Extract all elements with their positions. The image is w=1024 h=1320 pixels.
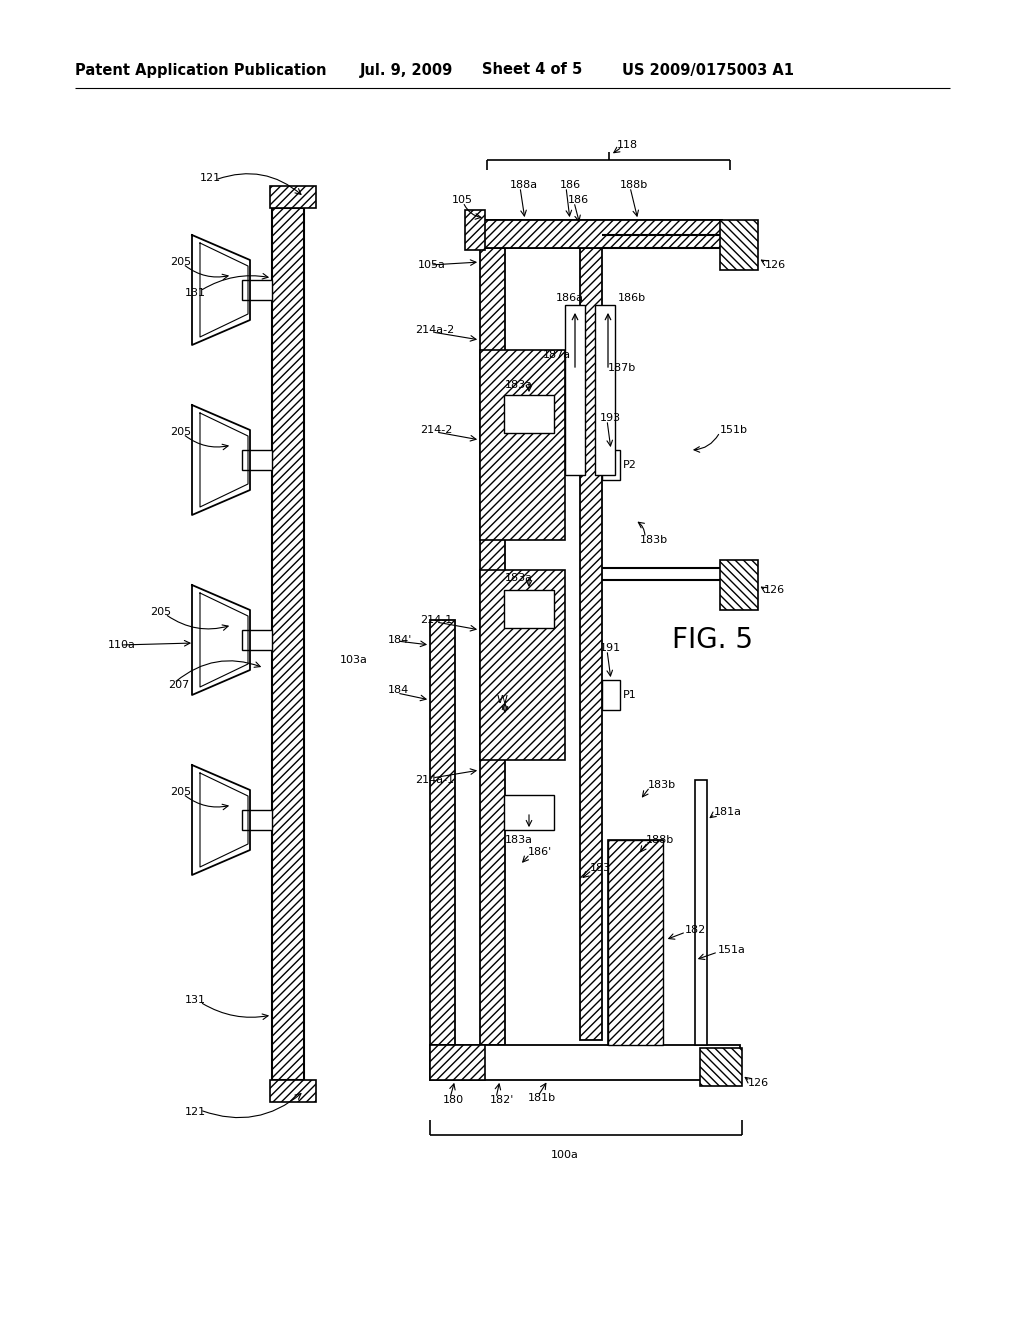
Text: FIG. 5: FIG. 5 [672,626,753,653]
Text: P2: P2 [623,459,637,470]
Text: Patent Application Publication: Patent Application Publication [75,62,327,78]
Bar [480,350,565,540]
Bar [242,450,272,470]
Bar [430,1045,740,1080]
Text: 110a: 110a [108,640,136,649]
Text: 118: 118 [617,140,638,150]
Text: 131: 131 [185,288,206,298]
Text: Jul. 9, 2009: Jul. 9, 2009 [360,62,454,78]
Bar [700,1048,742,1086]
Text: 191: 191 [600,643,622,653]
Bar [480,570,565,760]
Text: 186: 186 [560,180,582,190]
Text: 151a: 151a [718,945,745,954]
Text: 205: 205 [170,787,191,797]
Text: 214-1: 214-1 [420,615,453,624]
Text: 184': 184' [388,635,413,645]
Text: 105a: 105a [418,260,445,271]
Text: 188b: 188b [646,836,674,845]
Bar [430,1045,485,1080]
Text: 186b: 186b [618,293,646,304]
Bar [602,680,620,710]
Text: 105: 105 [452,195,473,205]
Bar [608,840,663,1045]
Text: 184: 184 [388,685,410,696]
Bar [270,186,316,209]
Bar [242,630,272,649]
Bar [430,620,455,1045]
Bar [602,450,620,480]
Text: 121: 121 [185,1107,206,1117]
Text: 214-2: 214-2 [420,425,453,436]
Text: 181a: 181a [714,807,742,817]
Text: 186': 186' [528,847,552,857]
Text: 183: 183 [590,863,611,873]
Bar [695,780,707,1045]
Text: 205: 205 [150,607,171,616]
Text: 188b: 188b [620,180,648,190]
Bar [465,210,485,249]
Bar [580,230,602,1040]
Text: US 2009/0175003 A1: US 2009/0175003 A1 [622,62,794,78]
Text: 181b: 181b [528,1093,556,1104]
Text: 205: 205 [170,426,191,437]
Bar [480,220,722,248]
Text: 187b: 187b [608,363,636,374]
Text: 100a: 100a [551,1150,579,1160]
Text: 180: 180 [443,1096,464,1105]
Text: 183b: 183b [640,535,668,545]
Text: 103a: 103a [340,655,368,665]
Text: 187a: 187a [543,350,571,360]
Text: 126: 126 [764,585,785,595]
Text: 188a: 188a [510,180,539,190]
Bar [720,560,758,610]
Bar [480,220,722,248]
Text: P1: P1 [623,690,637,700]
Text: 214a-1: 214a-1 [415,775,454,785]
Bar [272,209,304,1080]
Bar [480,220,505,1045]
Text: 183b: 183b [648,780,676,789]
Bar [242,280,272,300]
Text: 183a: 183a [505,836,534,845]
Bar [504,590,554,628]
Text: 214a-2: 214a-2 [415,325,455,335]
Bar [565,305,585,475]
Bar [595,305,615,475]
Text: 182: 182 [685,925,707,935]
Text: 183a: 183a [505,573,534,583]
Text: 151b: 151b [720,425,748,436]
Text: 183a: 183a [505,380,534,389]
Text: 182': 182' [490,1096,514,1105]
Text: 186: 186 [568,195,589,205]
Text: 126: 126 [748,1078,769,1088]
Text: 193: 193 [600,413,622,422]
Bar [242,810,272,830]
Text: 131: 131 [185,995,206,1005]
Bar [504,795,554,830]
Bar [608,840,663,1045]
Text: 186a: 186a [556,293,584,304]
Text: 205: 205 [170,257,191,267]
Text: 121: 121 [200,173,221,183]
Text: Sheet 4 of 5: Sheet 4 of 5 [482,62,583,78]
Bar [504,395,554,433]
Bar [720,220,758,271]
Text: 207: 207 [168,680,189,690]
Text: W: W [497,696,508,705]
Bar [270,1080,316,1102]
Text: 126: 126 [765,260,786,271]
